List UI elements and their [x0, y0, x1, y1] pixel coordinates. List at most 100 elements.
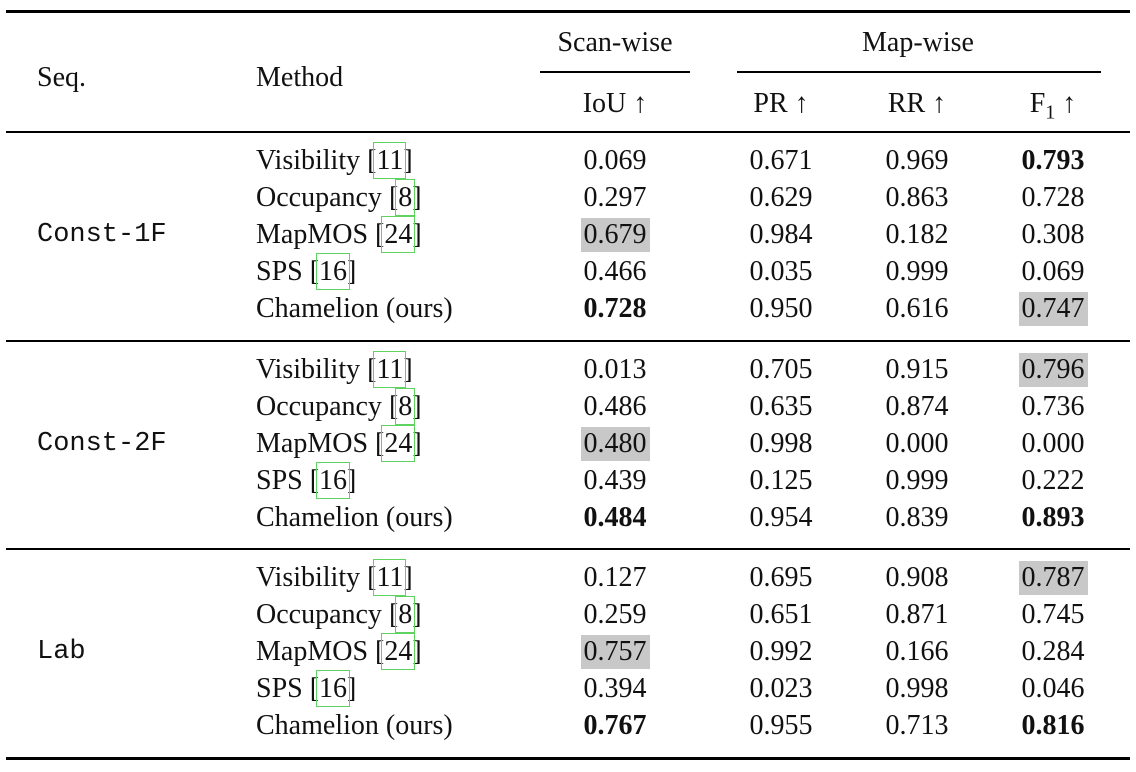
- method-cell: Visibility [11]: [256, 559, 413, 596]
- cell-pr: 0.651: [721, 598, 841, 632]
- value-rr: 0.616: [885, 293, 949, 324]
- value-f1: 0.736: [1021, 391, 1085, 422]
- method-cell: SPS [16]: [256, 462, 357, 499]
- value-f1: 0.787: [1018, 561, 1088, 595]
- cell-iou: 0.679: [555, 218, 675, 252]
- cell-f1: 0.745: [993, 598, 1113, 632]
- value-pr: 0.651: [749, 599, 813, 630]
- cell-f1: 0.793: [993, 144, 1113, 178]
- header-pr: PR ↑: [753, 88, 809, 119]
- cell-rr: 0.874: [857, 390, 977, 424]
- seq-label: Lab: [37, 637, 86, 667]
- citation-link[interactable]: 11: [373, 559, 407, 596]
- cell-f1: 0.796: [993, 353, 1113, 387]
- method-cell: MapMOS [24]: [256, 216, 422, 253]
- citation-link[interactable]: 11: [373, 142, 407, 179]
- citation-link[interactable]: 16: [316, 462, 351, 499]
- header-f1-base: F: [1029, 88, 1046, 119]
- value-rr: 0.713: [885, 710, 949, 741]
- method-cell: Visibility [11]: [256, 142, 413, 179]
- cell-pr: 0.125: [721, 464, 841, 498]
- method-name: SPS: [256, 465, 303, 496]
- value-f1: 0.069: [1021, 256, 1085, 287]
- value-pr: 0.035: [749, 256, 813, 287]
- cell-iou: 0.486: [555, 390, 675, 424]
- method-name: Visibility: [256, 145, 361, 176]
- cell-rr: 0.713: [857, 709, 977, 743]
- method-name: Occupancy: [256, 182, 382, 213]
- group-rule-1: [6, 340, 1130, 342]
- citation-link[interactable]: 24: [381, 216, 416, 253]
- cell-rr: 0.969: [857, 144, 977, 178]
- top-rule: [6, 10, 1130, 13]
- value-iou: 0.484: [583, 502, 647, 533]
- cell-pr: 0.705: [721, 353, 841, 387]
- header-f1-sub: 1: [1045, 101, 1056, 124]
- value-f1: 0.046: [1021, 673, 1085, 704]
- cell-iou: 0.127: [555, 561, 675, 595]
- value-f1: 0.000: [1021, 428, 1085, 459]
- method-cell: Occupancy [8]: [256, 596, 422, 633]
- value-pr: 0.629: [749, 182, 813, 213]
- value-rr: 0.000: [885, 428, 949, 459]
- cell-pr: 0.695: [721, 561, 841, 595]
- value-rr: 0.166: [885, 636, 949, 667]
- method-name: Chamelion (ours): [256, 293, 453, 324]
- seq-label: Const-1F: [37, 220, 167, 250]
- value-pr: 0.954: [749, 502, 813, 533]
- value-iou: 0.297: [583, 182, 647, 213]
- cell-f1: 0.308: [993, 218, 1113, 252]
- method-cell: Chamelion (ours): [256, 709, 453, 743]
- header-f1-arrow: ↑: [1062, 88, 1077, 119]
- method-name: SPS: [256, 256, 303, 287]
- value-f1: 0.728: [1021, 182, 1085, 213]
- cell-rr: 0.998: [857, 672, 977, 706]
- value-iou: 0.439: [583, 465, 647, 496]
- method-cell: Occupancy [8]: [256, 388, 422, 425]
- value-pr: 0.955: [749, 710, 813, 741]
- citation-link[interactable]: 11: [373, 351, 407, 388]
- value-iou: 0.069: [583, 145, 647, 176]
- citation-link[interactable]: 8: [395, 388, 416, 425]
- method-name: Visibility: [256, 562, 361, 593]
- cell-rr: 0.863: [857, 181, 977, 215]
- value-pr: 0.125: [749, 465, 813, 496]
- citation-link[interactable]: 8: [395, 596, 416, 633]
- citation-link[interactable]: 8: [395, 179, 416, 216]
- cell-rr: 0.999: [857, 255, 977, 289]
- cell-rr: 0.908: [857, 561, 977, 595]
- citation-link[interactable]: 16: [316, 253, 351, 290]
- value-rr: 0.908: [885, 562, 949, 593]
- cell-f1: 0.046: [993, 672, 1113, 706]
- citation-link[interactable]: 24: [381, 633, 416, 670]
- cell-iou: 0.013: [555, 353, 675, 387]
- cell-pr: 0.023: [721, 672, 841, 706]
- value-f1: 0.284: [1021, 636, 1085, 667]
- citation-link[interactable]: 16: [316, 670, 351, 707]
- cell-iou: 0.439: [555, 464, 675, 498]
- value-f1: 0.796: [1018, 353, 1088, 387]
- header-seq: Seq.: [37, 62, 86, 93]
- bottom-rule: [6, 757, 1130, 760]
- method-name: MapMOS: [256, 428, 369, 459]
- value-pr: 0.023: [749, 673, 813, 704]
- method-name: Occupancy: [256, 391, 382, 422]
- seq-label: Const-2F: [37, 429, 167, 459]
- value-pr: 0.705: [749, 354, 813, 385]
- method-cell: Chamelion (ours): [256, 292, 453, 326]
- cell-f1: 0.747: [993, 292, 1113, 326]
- value-iou: 0.127: [583, 562, 647, 593]
- cell-pr: 0.992: [721, 635, 841, 669]
- method-name: MapMOS: [256, 219, 369, 250]
- citation-link[interactable]: 24: [381, 425, 416, 462]
- value-rr: 0.874: [885, 391, 949, 422]
- value-pr: 0.998: [749, 428, 813, 459]
- cell-f1: 0.728: [993, 181, 1113, 215]
- cell-pr: 0.635: [721, 390, 841, 424]
- value-iou: 0.480: [580, 427, 650, 461]
- cell-pr: 0.955: [721, 709, 841, 743]
- value-iou: 0.757: [580, 635, 650, 669]
- value-f1: 0.308: [1021, 219, 1085, 250]
- method-name: Visibility: [256, 354, 361, 385]
- header-scanwise: Scan-wise: [557, 27, 673, 58]
